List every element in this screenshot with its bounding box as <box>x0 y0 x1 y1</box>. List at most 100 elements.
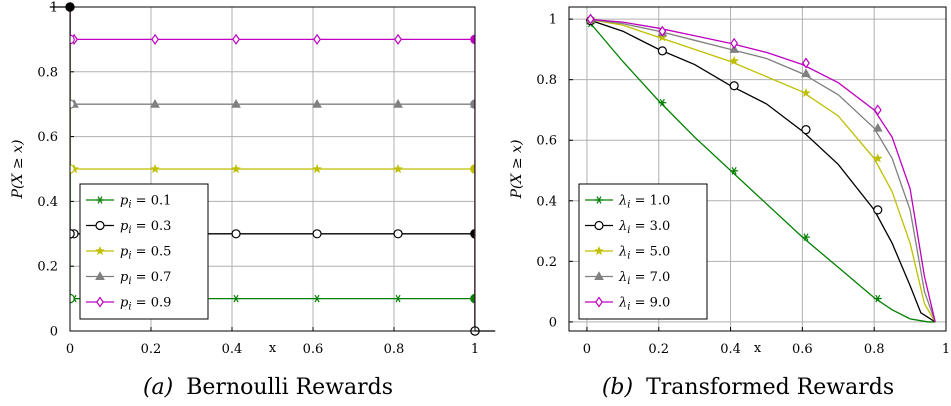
x-tick-label: 0 <box>66 342 74 357</box>
legend-entry-3: pi = 0.7 <box>86 270 171 287</box>
y-tick-label: 0.2 <box>37 260 58 275</box>
plot-frame <box>69 6 476 332</box>
series-3 <box>70 7 475 331</box>
legend-label: λi = 7.0 <box>618 270 670 287</box>
legend-subscript: i <box>128 251 131 262</box>
legend-symbol: λ <box>618 270 627 285</box>
data-point <box>313 294 322 303</box>
x-axis-label: x <box>269 341 277 356</box>
legend-subscript: i <box>627 302 630 313</box>
legend-entry-4: λi = 9.0 <box>585 296 670 313</box>
legend-value: = 9.0 <box>630 296 670 311</box>
data-point <box>730 167 739 175</box>
legend-symbol: p <box>120 194 129 209</box>
y-tick-label: 1 <box>50 1 58 16</box>
data-point <box>394 294 403 303</box>
legend-label: pi = 0.9 <box>120 296 171 313</box>
data-point <box>150 98 160 108</box>
legend-subscript: i <box>128 276 131 287</box>
legend-label: pi = 0.5 <box>120 245 171 262</box>
y-tick-label: 1 <box>549 13 557 28</box>
legend-subscript: i <box>627 276 630 287</box>
series-4 <box>70 7 475 331</box>
data-point <box>658 98 667 107</box>
legend-label: λi = 1.0 <box>618 194 670 211</box>
legend-symbol: p <box>120 270 129 285</box>
data-point <box>312 98 322 108</box>
legend-value: = 5.0 <box>630 245 670 260</box>
x-tick-label: 0.4 <box>222 342 243 357</box>
y-tick-label: 0.2 <box>536 255 557 270</box>
data-point <box>801 87 811 98</box>
data-point <box>150 163 160 174</box>
y-tick-label: 0.4 <box>536 194 557 209</box>
legend-symbol: p <box>120 296 129 311</box>
legend-marker <box>95 220 105 231</box>
legend-value: = 0.9 <box>132 296 172 311</box>
caption-tag-a: (a) <box>143 375 173 400</box>
data-point <box>872 153 883 163</box>
y-tick-label: 0 <box>549 315 557 330</box>
legend-subscript: i <box>627 200 630 211</box>
legend-marker <box>594 245 604 256</box>
data-point <box>312 229 322 239</box>
legend-marker <box>95 271 105 280</box>
y-tick-label: 0.8 <box>37 65 58 80</box>
legend-marker <box>96 296 104 308</box>
data-point <box>313 33 321 45</box>
legend-symbol: λ <box>618 296 627 311</box>
legend-label: λi = 9.0 <box>618 296 670 313</box>
legend-marker <box>96 196 104 204</box>
data-point <box>873 205 883 215</box>
legend-symbol: λ <box>618 245 627 260</box>
plot-area <box>585 13 936 323</box>
data-point <box>729 55 739 65</box>
data-point <box>730 37 739 49</box>
legend-marker <box>95 245 105 256</box>
data-point <box>393 98 403 108</box>
legend-label: pi = 0.3 <box>120 219 171 236</box>
legend-symbol: λ <box>618 194 627 209</box>
plot-frame <box>568 6 947 332</box>
panel-bernoulli-rewards: 0 0.2 0.4 0.6 0.8 1 0 0.2 0.4 0.6 0.8 1 x P(X ≥ x) pi … <box>10 1 496 357</box>
legend-value: = 0.7 <box>132 270 172 285</box>
data-point <box>393 163 403 174</box>
x-tick-label: 0.4 <box>720 342 741 357</box>
x-tick-label: 0.2 <box>648 342 669 357</box>
legend-entry-4: pi = 0.9 <box>86 296 171 313</box>
legend-marker <box>594 220 604 231</box>
legend-entry-1: pi = 0.3 <box>86 219 171 236</box>
x-axis-label: x <box>754 341 762 356</box>
data-point <box>231 163 241 174</box>
legend-entry-0: λi = 1.0 <box>585 194 670 211</box>
data-point <box>232 33 240 45</box>
data-point <box>232 294 241 303</box>
y-axis-label: P(X ≥ x) <box>509 140 525 200</box>
x-tick-label: 0.6 <box>303 342 324 357</box>
caption-tag-b: (b) <box>602 375 633 400</box>
legend-subscript: i <box>128 225 131 236</box>
data-point <box>393 229 403 239</box>
data-point <box>801 68 811 78</box>
legend-subscript: i <box>627 251 630 262</box>
x-tick-label: 0.2 <box>141 342 162 357</box>
legend-entry-0: pi = 0.1 <box>86 194 171 211</box>
x-tick-label: 1 <box>471 342 479 357</box>
legend-marker <box>595 196 603 204</box>
legend-value: = 0.1 <box>132 194 172 209</box>
data-point <box>873 294 882 303</box>
x-tick-label: 0.6 <box>792 342 813 357</box>
legend-entry-3: λi = 7.0 <box>585 270 670 287</box>
series-line <box>586 18 936 323</box>
data-point <box>394 33 402 45</box>
legend-value: = 0.5 <box>132 245 172 260</box>
legend-subscript: i <box>128 200 131 211</box>
legend-entry-2: pi = 0.5 <box>86 245 171 262</box>
data-point <box>231 229 241 239</box>
data-point <box>312 163 322 174</box>
data-point <box>586 13 595 25</box>
data-point <box>801 233 810 241</box>
legend-value: = 3.0 <box>630 219 670 234</box>
data-point <box>873 104 882 116</box>
